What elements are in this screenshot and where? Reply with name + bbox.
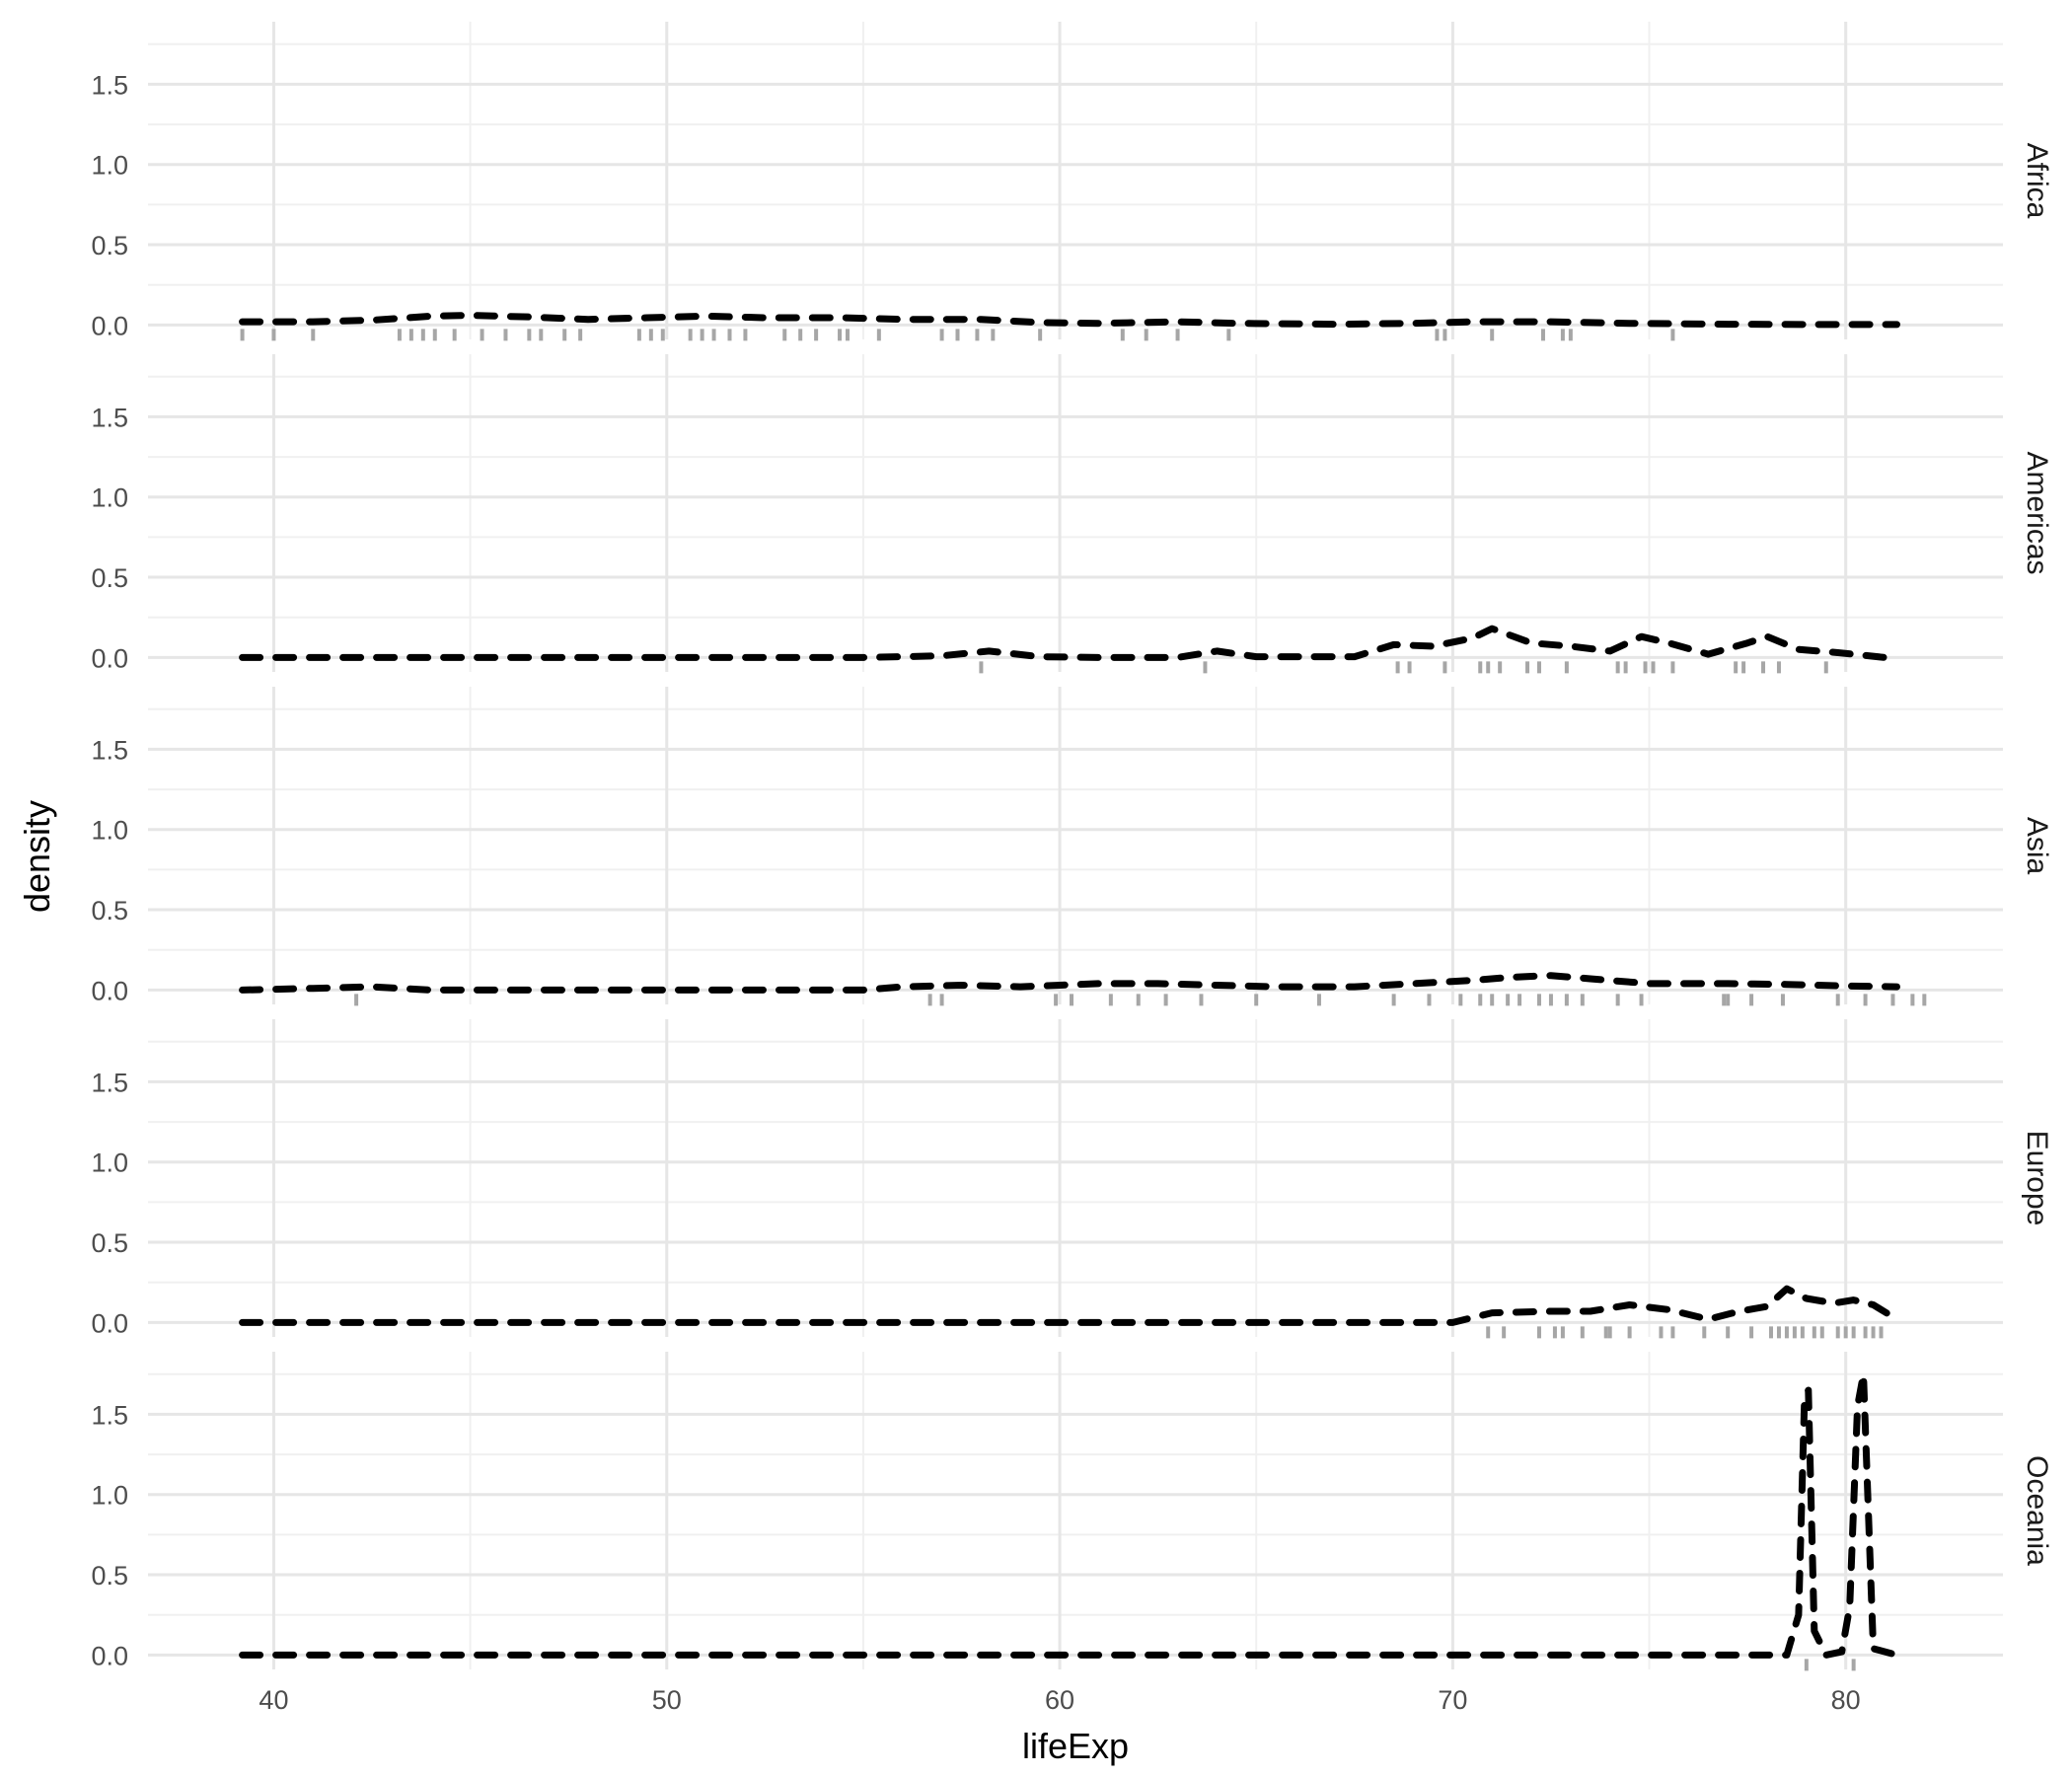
rug-marks xyxy=(1804,1659,1856,1671)
y-tick-label: 1.0 xyxy=(91,151,128,181)
panel-oceania: 0.0 0.5 1.0 1.5 Oceania xyxy=(91,1352,2053,1671)
facet-strip-label: Asia xyxy=(2021,817,2053,875)
panel-africa: 0.0 0.5 1.0 1.5 Africa xyxy=(91,22,2053,341)
facet-strip-label: Americas xyxy=(2021,451,2053,574)
panel-asia: 0.0 0.5 1.0 1.5 Asia xyxy=(91,687,2053,1006)
y-tick-label: 1.5 xyxy=(91,70,128,100)
y-tick-label: 1.5 xyxy=(91,1068,128,1097)
facet-strip-label: Africa xyxy=(2021,143,2053,219)
rug-marks xyxy=(1486,1326,1884,1339)
x-axis: 40 50 60 70 80 xyxy=(259,1685,1860,1715)
x-tick-label: 70 xyxy=(1438,1685,1467,1715)
rug-marks xyxy=(979,661,1828,674)
rug-marks xyxy=(354,994,1927,1006)
y-tick-label: 1.0 xyxy=(91,1148,128,1178)
y-tick-label: 0.0 xyxy=(91,1641,128,1670)
y-tick-label: 1.0 xyxy=(91,483,128,513)
density-line xyxy=(239,1370,1900,1659)
y-tick-label: 1.5 xyxy=(91,735,128,765)
facet-strip-label: Oceania xyxy=(2021,1455,2053,1566)
panel-europe: 0.0 0.5 1.0 1.5 Europe xyxy=(91,1019,2053,1339)
x-tick-label: 60 xyxy=(1045,1685,1074,1715)
y-tick-label: 1.5 xyxy=(91,1400,128,1430)
x-tick-label: 40 xyxy=(259,1685,288,1715)
y-tick-label: 0.0 xyxy=(91,311,128,340)
y-tick-label: 0.5 xyxy=(91,896,128,925)
y-tick-label: 0.0 xyxy=(91,643,128,673)
y-tick-label: 1.0 xyxy=(91,1481,128,1511)
y-tick-label: 0.5 xyxy=(91,1228,128,1258)
x-tick-label: 50 xyxy=(652,1685,682,1715)
y-tick-label: 0.0 xyxy=(91,976,128,1005)
panel-americas: 0.0 0.5 1.0 1.5 Americas xyxy=(91,354,2053,674)
y-tick-label: 0.5 xyxy=(91,1561,128,1591)
y-tick-label: 1.5 xyxy=(91,403,128,432)
x-axis-title: lifeExp xyxy=(1022,1726,1129,1766)
facet-panels: 0.00.51.01.5Africa0.00.51.01.5Americas0.… xyxy=(91,22,2053,1671)
x-tick-label: 80 xyxy=(1831,1685,1861,1715)
y-tick-label: 1.0 xyxy=(91,816,128,846)
density-line xyxy=(239,972,1900,994)
rug-marks xyxy=(240,329,1675,341)
facet-strip-label: Europe xyxy=(2021,1131,2053,1226)
density-line xyxy=(239,312,1900,329)
y-axis-title: density xyxy=(17,800,57,913)
density-line xyxy=(239,1285,1900,1326)
y-tick-label: 0.0 xyxy=(91,1308,128,1338)
y-tick-label: 0.5 xyxy=(91,563,128,593)
y-tick-label: 0.5 xyxy=(91,231,128,260)
